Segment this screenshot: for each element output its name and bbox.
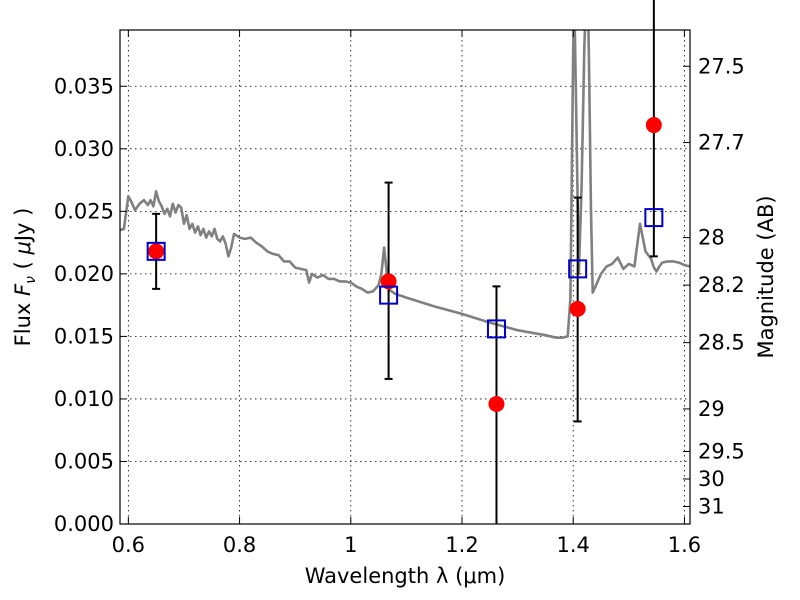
- y2-tick-label: 29.5: [698, 439, 745, 463]
- y2-tick-label: 31: [698, 494, 725, 518]
- errorbar-layer: [146, 0, 664, 524]
- x-axis-title: Wavelength λ (μm): [305, 564, 506, 588]
- y-tick-label: 0.030: [54, 137, 114, 161]
- model-photometry-point: [486, 319, 506, 339]
- y2-tick-label: 27.5: [698, 54, 745, 78]
- x-tick-label: 0.6: [112, 533, 145, 557]
- axis-ticks: 0.6 0.8 1 1.2 1.4 1.6 0.000 0.005 0.010 0.015 0.02…: [54, 30, 745, 557]
- y-axis-title-unit: (: [11, 255, 35, 277]
- y-axis-title: Flux Fν ( μJy ): [11, 208, 39, 347]
- x-tick-label: 1.6: [668, 533, 701, 557]
- y-tick-label: 0.005: [54, 449, 114, 473]
- observed-point: [380, 273, 397, 290]
- y-axis-title-symbol: F: [11, 283, 35, 296]
- y-tick-label: 0.010: [54, 387, 114, 411]
- y-axis-title-mu: μ: [11, 241, 35, 255]
- y2-tick-label: 28: [698, 226, 725, 250]
- y2-tick-label: 27.7: [698, 131, 745, 155]
- y-axis-title-flux: Flux: [11, 296, 35, 346]
- x-tick-label: 1.2: [445, 533, 478, 557]
- observed-point: [569, 300, 586, 317]
- model-photometry-point: [568, 259, 588, 279]
- model-photometry-point: [644, 208, 664, 228]
- y2-tick-label: 29: [698, 397, 725, 421]
- plot-frame: [119, 29, 691, 525]
- y-tick-label: 0.020: [54, 262, 114, 286]
- y-tick-label: 0.025: [54, 199, 114, 223]
- model-photometry-point: [146, 241, 166, 261]
- y2-axis-title: Magnitude (AB): [754, 195, 778, 358]
- y-tick-label: 0.015: [54, 324, 114, 348]
- y-axis-title-subscript: ν: [23, 276, 39, 284]
- grid-lines: [120, 30, 690, 524]
- x-tick-label: 1.4: [557, 533, 590, 557]
- x-tick-label: 1: [344, 533, 357, 557]
- x-tick-label: 0.8: [223, 533, 256, 557]
- plot-area: [120, 30, 690, 340]
- observed-point: [148, 243, 165, 260]
- y-tick-label: 0.035: [54, 74, 114, 98]
- model-photometry-point: [379, 285, 399, 305]
- y2-tick-label: 30: [698, 467, 725, 491]
- y-tick-label: 0.000: [54, 512, 114, 536]
- plot-background: [120, 30, 690, 524]
- y-axis-title-jy: Jy ): [11, 208, 35, 244]
- observed-point: [488, 395, 505, 412]
- observed-point: [645, 117, 662, 134]
- y2-tick-label: 28.2: [698, 273, 745, 297]
- y2-tick-label: 28.5: [698, 331, 745, 355]
- model-spectrum-line: [120, 30, 690, 340]
